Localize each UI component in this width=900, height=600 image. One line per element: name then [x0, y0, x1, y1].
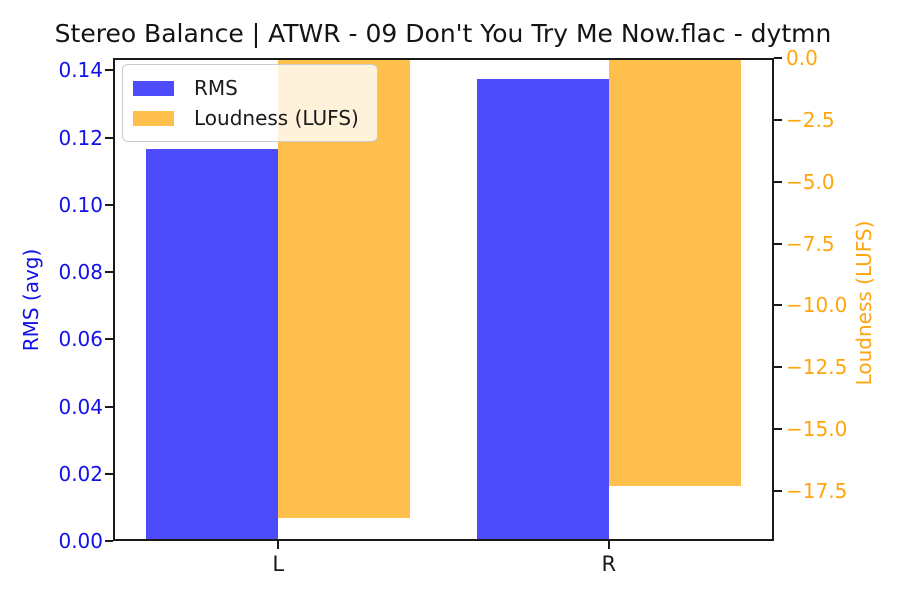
left-tick-label: 0.06	[58, 327, 103, 352]
right-tick-label: −12.5	[786, 355, 848, 380]
left-tick-mark	[105, 203, 113, 206]
x-tick-mark	[607, 541, 610, 549]
right-tick-label: −17.5	[786, 479, 848, 504]
right-tick-label: −5.0	[786, 169, 835, 194]
legend-swatch-loudness	[133, 110, 174, 126]
right-tick-label: −7.5	[786, 231, 835, 256]
left-tick-label: 0.10	[58, 192, 103, 217]
right-tick-label: 0.0	[786, 46, 818, 70]
right-tick-label: −2.5	[786, 107, 835, 132]
x-tick-label: L	[272, 552, 285, 576]
bar-loudness-r	[608, 58, 741, 487]
right-tick-mark	[774, 242, 782, 245]
left-tick-label: 0.12	[58, 125, 103, 150]
left-tick-mark	[105, 271, 113, 274]
left-tick-label: 0.14	[58, 58, 103, 83]
bar-rms-r	[476, 79, 609, 541]
legend-label-loudness: Loudness (LUFS)	[194, 106, 359, 130]
bar-rms-l	[146, 149, 279, 541]
legend: RMS Loudness (LUFS)	[122, 64, 378, 142]
right-tick-label: −15.0	[786, 417, 848, 442]
right-tick-mark	[774, 118, 782, 121]
left-tick-mark	[105, 338, 113, 341]
right-tick-mark	[774, 180, 782, 183]
left-tick-label: 0.00	[58, 529, 103, 553]
legend-label-rms: RMS	[194, 76, 238, 100]
legend-row-loudness: Loudness (LUFS)	[133, 103, 359, 133]
legend-row-rms: RMS	[133, 73, 359, 103]
right-tick-label: −10.0	[786, 293, 848, 318]
left-tick-label: 0.04	[58, 394, 103, 419]
left-tick-mark	[105, 136, 113, 139]
left-tick-mark	[105, 69, 113, 72]
right-tick-mark	[774, 57, 782, 59]
x-tick-label: R	[601, 552, 617, 576]
right-tick-mark	[774, 366, 782, 369]
legend-swatch-rms	[133, 80, 174, 96]
x-tick-mark	[277, 541, 280, 549]
right-tick-mark	[774, 490, 782, 493]
right-tick-mark	[774, 428, 782, 431]
left-tick-label: 0.02	[58, 461, 103, 486]
left-tick-mark	[105, 540, 113, 542]
chart-title: Stereo Balance | ATWR - 09 Don't You Try…	[54, 19, 832, 48]
left-tick-mark	[105, 405, 113, 408]
right-tick-mark	[774, 304, 782, 307]
left-tick-label: 0.08	[58, 260, 103, 285]
left-tick-mark	[105, 472, 113, 475]
